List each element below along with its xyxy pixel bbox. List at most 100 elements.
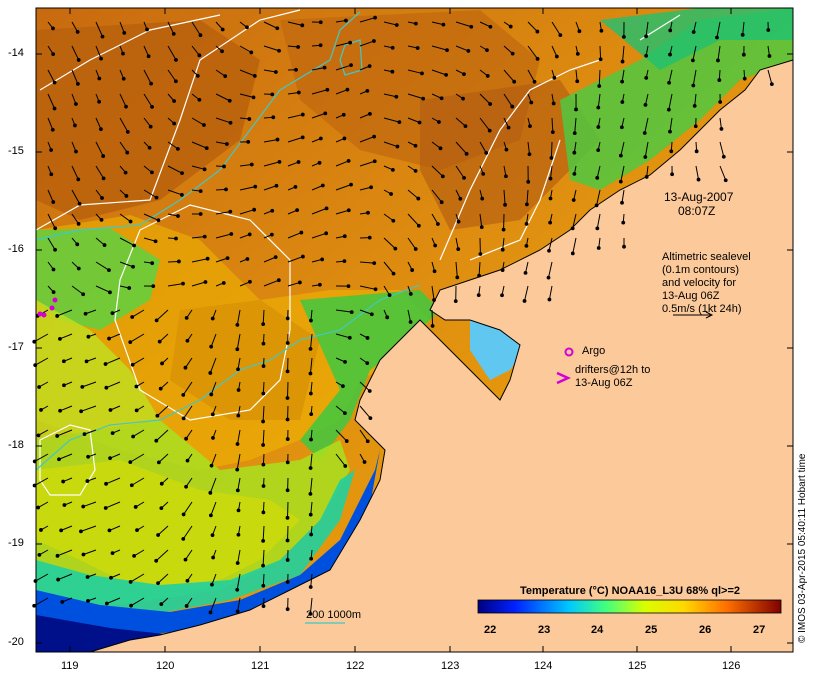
velocity-arrow [82,381,97,388]
drifters-label-2: 13-Aug 06Z [575,377,633,389]
velocity-arrow [311,67,325,71]
velocity-arrow [431,309,434,326]
altimetric-legend: Altimetric sealevel (0.1m contours) and … [662,251,751,315]
argo-symbol [564,347,574,357]
velocity-arrow [105,357,121,365]
velocity-arrow [335,333,350,339]
x-tick-label: 122 [346,660,365,672]
velocity-arrow [95,45,102,59]
velocity-arrow [479,117,491,131]
velocity-arrow [455,141,467,155]
velocity-arrow [526,189,529,205]
velocity-arrow [359,17,376,23]
velocity-arrow [335,160,349,167]
velocity-arrow [191,141,207,149]
velocity-arrow [596,165,601,178]
velocity-arrow [211,453,217,466]
velocity-arrow [155,429,169,442]
velocity-arrow [167,165,183,174]
velocity-arrow [407,69,423,74]
velocity-arrow [503,45,513,54]
velocity-arrow [215,211,231,215]
velocity-arrow [71,45,80,61]
x-tick-label: 120 [156,660,175,672]
velocity-arrow [335,184,352,191]
velocity-arrow [527,45,538,60]
velocity-arrow [157,405,169,417]
velocity-arrow [431,213,439,225]
velocity-arrow [383,21,397,26]
velocity-arrow [262,309,265,325]
velocity-arrow [83,549,97,555]
velocity-arrow [263,139,278,143]
velocity-arrow [596,213,601,229]
velocity-arrow [108,333,121,340]
velocity-arrow [183,405,193,419]
velocity-arrow [156,309,169,321]
velocity-arrow [132,429,145,437]
velocity-arrow [719,141,725,157]
velocity-arrow [119,21,125,34]
velocity-arrow [237,549,241,564]
velocity-arrow [262,405,265,422]
velocity-arrow [478,261,481,276]
velocity-arrow [668,93,673,110]
velocity-arrow [620,165,625,182]
velocity-arrow [359,186,372,191]
velocity-arrow [383,213,394,222]
velocity-arrow [431,21,444,26]
velocity-arrow [157,525,169,536]
velocity-arrow [503,93,513,107]
velocity-arrow [191,117,205,126]
velocity-arrow [335,309,352,313]
velocity-arrow [47,213,56,229]
velocity-arrow [191,281,206,287]
velocity-arrow [263,161,280,167]
velocity-arrow [185,549,193,560]
velocity-arrow [310,333,313,349]
velocity-scale-arrow [673,311,714,319]
velocity-arrow [209,357,217,374]
velocity-arrow [551,21,561,36]
drifter-symbol [556,371,572,385]
velocity-arrow [132,357,145,366]
x-tick-label: 119 [61,660,79,672]
velocity-arrow [383,261,394,274]
velocity-arrow [431,45,448,51]
velocity-arrow [383,93,397,98]
velocity-arrow [95,117,102,130]
velocity-arrow [167,141,179,150]
velocity-arrow [239,93,254,98]
velocity-arrow [335,429,348,442]
velocity-arrow [620,141,625,156]
velocity-arrow [479,93,491,105]
velocity-arrow [407,237,417,250]
velocity-arrow [191,165,205,170]
velocity-arrow [119,93,127,107]
velocity-arrow [263,69,276,73]
velocity-arrow [131,309,145,318]
velocity-arrow [310,381,313,394]
velocity-arrow [58,453,73,460]
velocity-arrow [694,93,697,106]
velocity-arrow [407,93,424,100]
velocity-arrow [34,453,49,462]
velocity-arrow [311,207,327,215]
velocity-arrow [263,185,277,191]
velocity-arrow [263,256,276,263]
date-label: 13-Aug-2007 [664,190,734,204]
velocity-arrow [407,117,420,123]
velocity-arrow [143,189,157,199]
velocity-arrow [479,21,491,28]
colorbar [477,599,782,614]
velocity-arrow [71,21,79,33]
velocity-arrow [59,405,73,412]
velocity-arrow [359,285,376,290]
velocity-arrow [130,597,145,607]
velocity-arrow [287,21,303,26]
velocity-arrow [95,261,110,271]
velocity-arrow [210,381,217,395]
velocity-arrow [335,64,352,71]
isobath-label: 200 1000m [306,609,362,621]
velocity-arrow [597,93,601,108]
